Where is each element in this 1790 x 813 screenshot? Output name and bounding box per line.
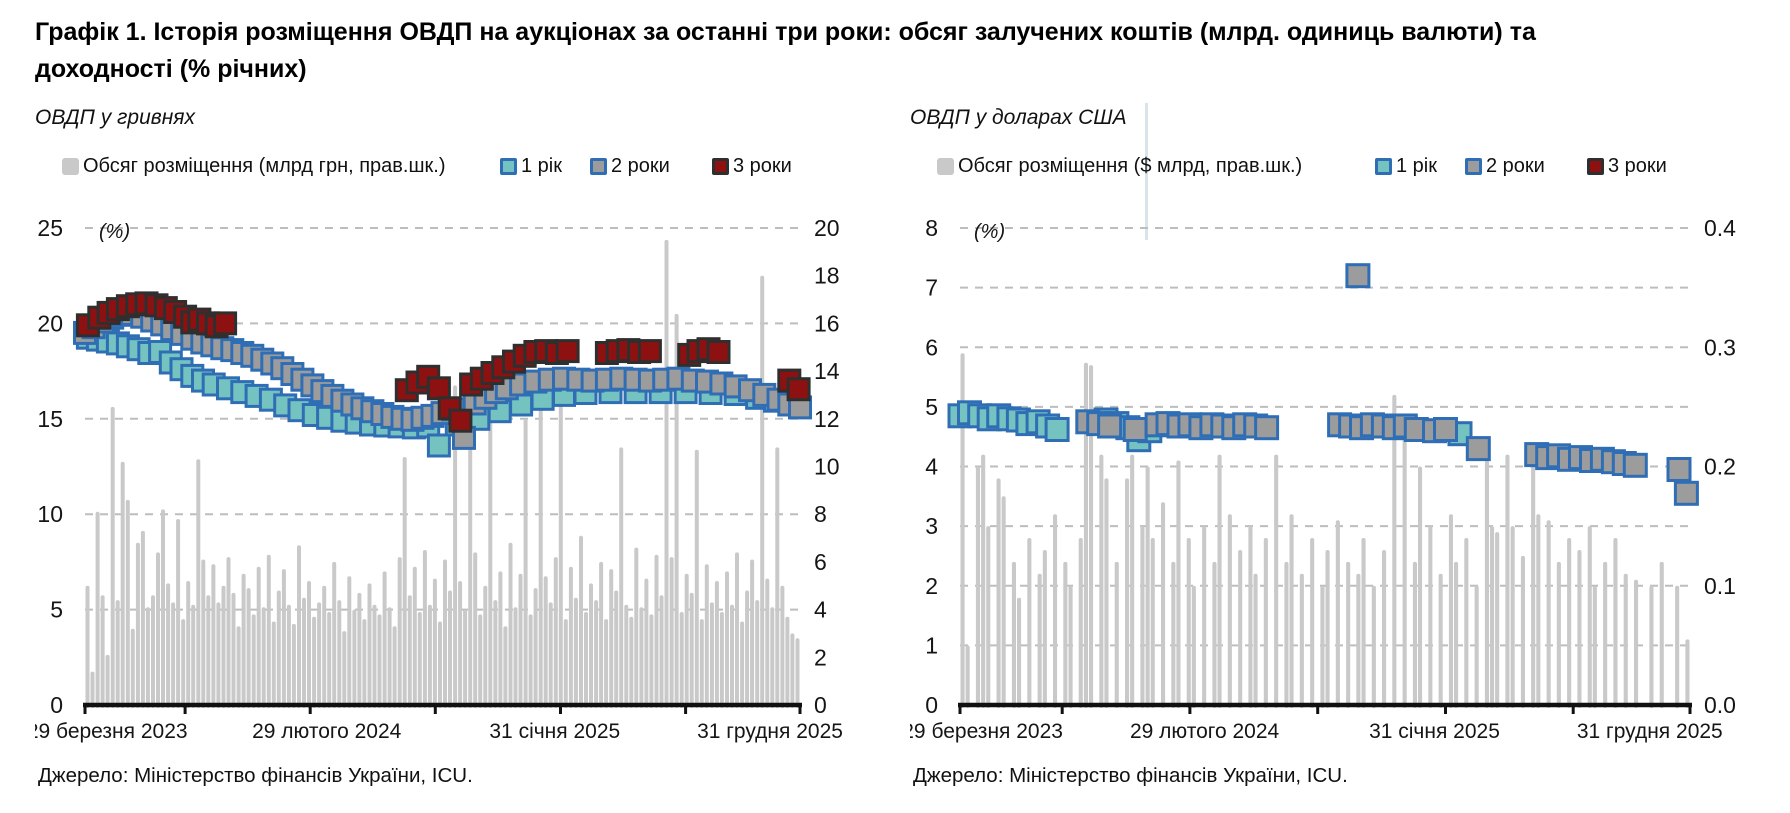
svg-text:0.4: 0.4 bbox=[1704, 215, 1736, 241]
svg-text:2: 2 bbox=[814, 644, 827, 670]
legend-item-3yr: 3 роки bbox=[1587, 155, 1667, 178]
legend-usd: Обсяг розміщення ($ млрд, прав.шк.) 1 рі… bbox=[910, 155, 1755, 183]
legend-item-1yr: 1 рік bbox=[500, 155, 562, 178]
svg-text:8: 8 bbox=[814, 501, 827, 527]
svg-text:29 березня 2023: 29 березня 2023 bbox=[910, 720, 1063, 743]
svg-text:0: 0 bbox=[814, 692, 827, 718]
svg-text:4: 4 bbox=[814, 597, 827, 623]
svg-text:2: 2 bbox=[925, 573, 938, 599]
svg-text:20: 20 bbox=[37, 310, 63, 336]
svg-text:15: 15 bbox=[37, 406, 63, 432]
svg-text:31 січня 2025: 31 січня 2025 bbox=[1369, 720, 1500, 743]
legend-label: 2 роки bbox=[1486, 155, 1545, 177]
svg-text:10: 10 bbox=[37, 501, 63, 527]
svg-text:7: 7 bbox=[925, 275, 938, 301]
svg-text:0.1: 0.1 bbox=[1704, 573, 1736, 599]
svg-text:6: 6 bbox=[925, 334, 938, 360]
svg-text:1: 1 bbox=[925, 632, 938, 658]
usd-chart-panel: ОВДП у доларах США Обсяг розміщення ($ м… bbox=[910, 0, 1755, 813]
svg-text:5: 5 bbox=[925, 394, 938, 420]
legend-label: 3 роки bbox=[1608, 155, 1667, 177]
source-note: Джерело: Міністерство фінансів України, … bbox=[913, 764, 1348, 787]
svg-text:18: 18 bbox=[814, 263, 840, 289]
legend-item-3yr: 3 роки bbox=[712, 155, 792, 178]
svg-text:5: 5 bbox=[50, 597, 63, 623]
svg-text:10: 10 bbox=[814, 454, 840, 480]
three-year-swatch-icon bbox=[712, 158, 729, 175]
svg-text:12: 12 bbox=[814, 406, 840, 432]
legend-label: 2 роки bbox=[611, 155, 670, 177]
svg-text:16: 16 bbox=[814, 310, 840, 336]
one-year-swatch-icon bbox=[1375, 158, 1392, 175]
svg-text:20: 20 bbox=[814, 215, 840, 241]
legend-label: 3 роки bbox=[733, 155, 792, 177]
legend-label: Обсяг розміщення ($ млрд, прав.шк.) bbox=[958, 155, 1303, 177]
hryvnia-chart-panel: ОВДП у гривнях Обсяг розміщення (млрд гр… bbox=[35, 0, 880, 813]
svg-text:14: 14 bbox=[814, 358, 840, 384]
panel-divider-artifact bbox=[1145, 103, 1148, 240]
legend-item-volume: Обсяг розміщення ($ млрд, прав.шк.) bbox=[937, 155, 1302, 178]
legend-label: Обсяг розміщення (млрд грн, прав.шк.) bbox=[83, 155, 446, 177]
page-title: Графік 1. Історія розміщення ОВДП на аук… bbox=[35, 18, 1536, 83]
legend-hryvnia: Обсяг розміщення (млрд грн, прав.шк.) 1 … bbox=[35, 155, 880, 183]
svg-text:(%): (%) bbox=[974, 221, 1005, 243]
svg-text:4: 4 bbox=[925, 454, 938, 480]
chart-subtitle-usd: ОВДП у доларах США bbox=[910, 106, 1127, 129]
two-year-swatch-icon bbox=[1465, 158, 1482, 175]
svg-text:25: 25 bbox=[37, 215, 63, 241]
one-year-swatch-icon bbox=[500, 158, 517, 175]
svg-text:0: 0 bbox=[925, 692, 938, 718]
usd-chart-svg: 8 7 6 5 4 3 2 1 0 0.4 0.3 0.2 0.1 0.0 29 березня 2023 2… bbox=[910, 215, 1736, 743]
svg-text:6: 6 bbox=[814, 549, 827, 575]
three-year-swatch-icon bbox=[1587, 158, 1604, 175]
svg-text:3: 3 bbox=[925, 513, 938, 539]
legend-item-2yr: 2 роки bbox=[590, 155, 670, 178]
source-note: Джерело: Міністерство фінансів України, … bbox=[38, 764, 473, 787]
legend-label: 1 рік bbox=[521, 155, 562, 177]
svg-text:31 грудня 2025: 31 грудня 2025 bbox=[1577, 720, 1723, 743]
legend-label: 1 рік bbox=[1396, 155, 1437, 177]
volume-swatch-icon bbox=[62, 158, 79, 175]
chart-subtitle-hryvnia: ОВДП у гривнях bbox=[35, 106, 196, 129]
svg-text:0.2: 0.2 bbox=[1704, 454, 1736, 480]
legend-item-2yr: 2 роки bbox=[1465, 155, 1545, 178]
svg-text:29 лютого 2024: 29 лютого 2024 bbox=[1130, 720, 1280, 743]
svg-text:29 березня 2023: 29 березня 2023 bbox=[35, 720, 188, 743]
svg-text:8: 8 bbox=[925, 215, 938, 241]
legend-item-volume: Обсяг розміщення (млрд грн, прав.шк.) bbox=[62, 155, 446, 178]
svg-text:0.3: 0.3 bbox=[1704, 334, 1736, 360]
legend-item-1yr: 1 рік bbox=[1375, 155, 1437, 178]
svg-text:0.0: 0.0 bbox=[1704, 692, 1736, 718]
svg-text:31 січня 2025: 31 січня 2025 bbox=[489, 720, 620, 743]
svg-text:29 лютого 2024: 29 лютого 2024 bbox=[252, 720, 402, 743]
svg-text:(%): (%) bbox=[99, 221, 130, 243]
volume-swatch-icon bbox=[937, 158, 954, 175]
svg-text:0: 0 bbox=[50, 692, 63, 718]
svg-text:31 грудня 2025: 31 грудня 2025 bbox=[697, 720, 843, 743]
two-year-swatch-icon bbox=[590, 158, 607, 175]
